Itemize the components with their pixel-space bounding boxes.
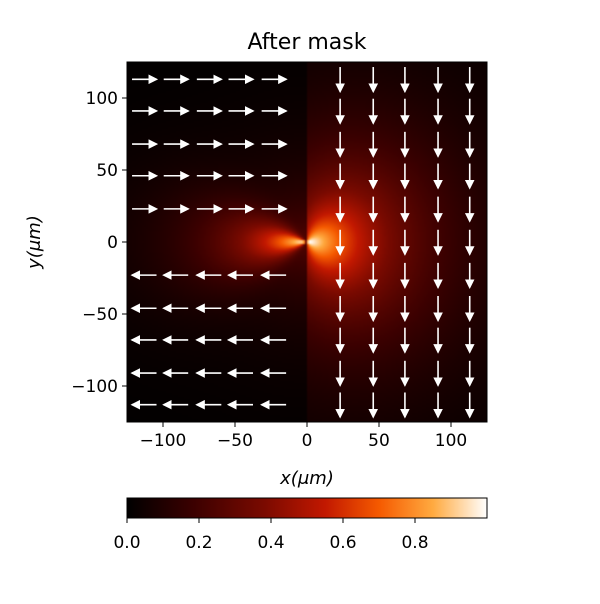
x-tick-label: −100 bbox=[140, 431, 187, 451]
x-tick-label: 100 bbox=[435, 431, 467, 451]
y-axis-label: y(μm) bbox=[24, 215, 45, 270]
chart-title: After mask bbox=[248, 30, 367, 55]
y-tick-label: −100 bbox=[71, 377, 118, 397]
y-axis: −100 −50 0 50 100 bbox=[71, 89, 127, 397]
y-tick-label: 0 bbox=[107, 233, 118, 253]
x-tick-label: −50 bbox=[217, 431, 253, 451]
colorbar-tick-label: 0.2 bbox=[185, 533, 212, 553]
x-axis: −100 −50 0 50 100 bbox=[140, 422, 467, 451]
colorbar-tick-label: 0.4 bbox=[257, 533, 284, 553]
heatmap bbox=[127, 62, 487, 422]
colorbar: 0.0 0.2 0.4 0.6 0.8 bbox=[113, 497, 488, 553]
y-tick-label: −50 bbox=[82, 305, 118, 325]
y-tick-label: 50 bbox=[96, 161, 118, 181]
colorbar-tick-label: 0.8 bbox=[401, 533, 428, 553]
colorbar-gradient bbox=[126, 497, 488, 519]
colorbar-tick-label: 0.0 bbox=[113, 533, 140, 553]
x-axis-label: x(μm) bbox=[279, 468, 334, 489]
plot-area bbox=[126, 61, 488, 423]
vector-field bbox=[130, 67, 475, 419]
colorbar-ticks: 0.0 0.2 0.4 0.6 0.8 bbox=[113, 518, 429, 553]
y-tick-label: 100 bbox=[86, 89, 118, 109]
x-tick-label: 0 bbox=[302, 431, 313, 451]
colorbar-tick-label: 0.6 bbox=[329, 533, 356, 553]
x-tick-label: 50 bbox=[368, 431, 390, 451]
